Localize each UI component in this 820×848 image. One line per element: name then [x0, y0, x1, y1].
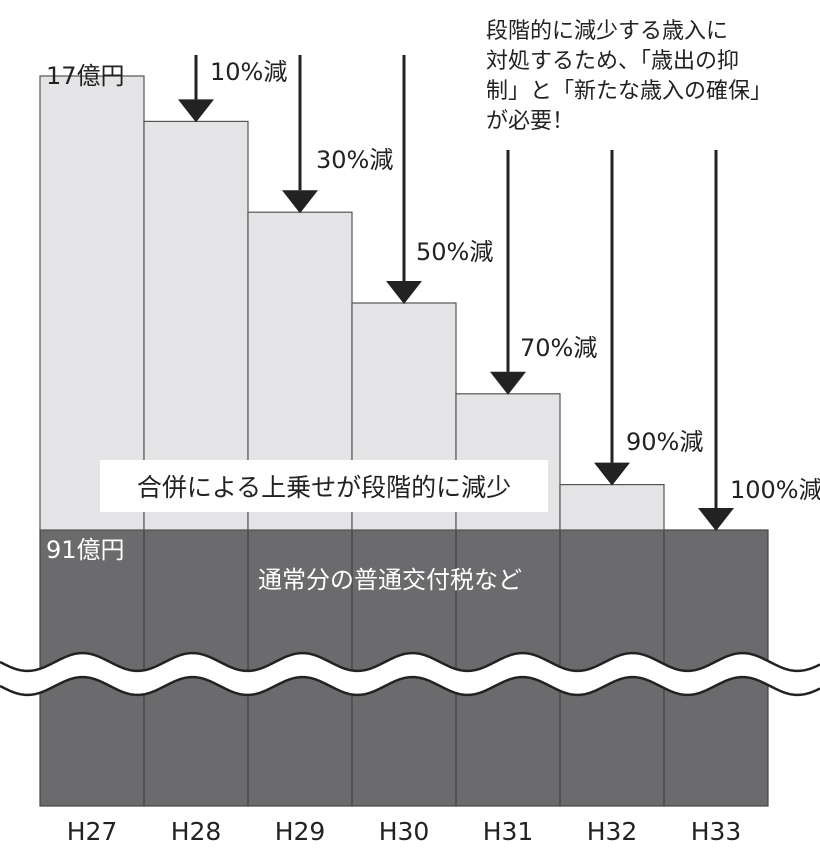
- reduction-label-H32: 90%減: [626, 428, 703, 456]
- x-tick-label-H30: H30: [379, 817, 430, 846]
- reduction-arrow-head-H28: [178, 99, 214, 123]
- reduction-label-H30: 50%減: [416, 238, 493, 266]
- x-tick-label-H29: H29: [275, 817, 326, 846]
- reduction-arrow-head-H29: [282, 190, 318, 214]
- x-tick-label-H33: H33: [691, 817, 742, 846]
- reduction-arrow-head-H32: [594, 462, 630, 486]
- top-caption-background: [100, 460, 548, 512]
- top-caption: 合併による上乗せが段階的に減少: [137, 473, 511, 502]
- x-tick-label-H31: H31: [483, 817, 534, 846]
- x-tick-label-H32: H32: [587, 817, 638, 846]
- x-tick-label-H28: H28: [171, 817, 222, 846]
- reduction-arrow-head-H31: [490, 371, 526, 395]
- axis-break-band: [0, 653, 820, 695]
- reduction-arrow-head-H33: [698, 508, 734, 531]
- base-value-label: 91億円: [46, 536, 125, 564]
- note-line-3: 制」と「新たな歳入の確保」: [486, 79, 772, 104]
- note-line-2: 対処するため、「歳出の抑: [486, 49, 739, 74]
- reduction-label-H28: 10%減: [210, 58, 287, 86]
- top-value-label: 17億円: [46, 62, 125, 90]
- top-bar-H27: [39, 75, 145, 531]
- base-caption: 通常分の普通交付税など: [258, 566, 522, 594]
- reduction-label-H33: 100%減: [730, 476, 820, 504]
- axis-break-line-upper: [0, 651, 820, 673]
- reduction-label-H29: 30%減: [316, 146, 393, 174]
- axis-break: [0, 651, 820, 697]
- axis-break-line-lower: [0, 675, 820, 697]
- reduction-label-H31: 70%減: [520, 334, 597, 362]
- reduction-arrow-head-H30: [386, 281, 422, 304]
- note-line-1: 段階的に減少する歳入に: [486, 19, 728, 44]
- top-bar-H32: [559, 484, 665, 531]
- x-tick-label-H27: H27: [67, 817, 118, 846]
- note-line-4: が必要！: [486, 109, 574, 134]
